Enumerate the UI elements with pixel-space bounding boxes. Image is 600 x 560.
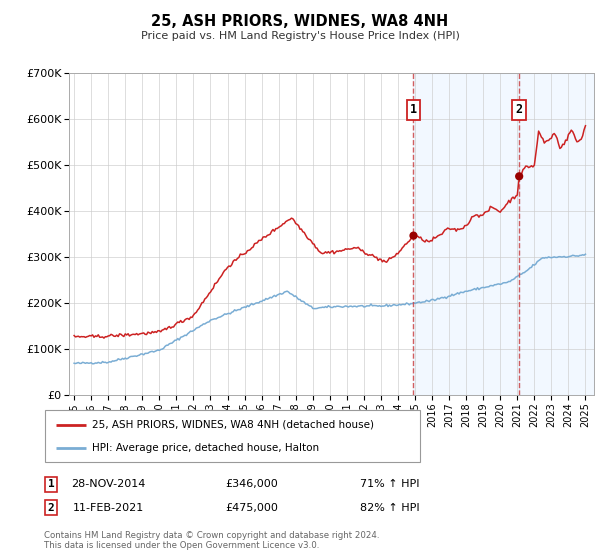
Text: HPI: Average price, detached house, Halton: HPI: Average price, detached house, Halt… <box>92 442 319 452</box>
Text: Contains HM Land Registry data © Crown copyright and database right 2024.
This d: Contains HM Land Registry data © Crown c… <box>44 531 379 550</box>
Bar <box>413 73 519 395</box>
Text: 1: 1 <box>410 104 417 116</box>
Bar <box>519 73 594 395</box>
Text: 1: 1 <box>47 479 55 489</box>
Text: 28-NOV-2014: 28-NOV-2014 <box>71 479 145 489</box>
Text: 25, ASH PRIORS, WIDNES, WA8 4NH: 25, ASH PRIORS, WIDNES, WA8 4NH <box>151 14 449 29</box>
Text: 2: 2 <box>515 104 523 116</box>
Text: 82% ↑ HPI: 82% ↑ HPI <box>360 503 419 513</box>
Point <box>514 172 524 181</box>
Text: £475,000: £475,000 <box>226 503 278 513</box>
Text: 2: 2 <box>47 503 55 513</box>
Text: Price paid vs. HM Land Registry's House Price Index (HPI): Price paid vs. HM Land Registry's House … <box>140 31 460 41</box>
Point <box>409 231 418 240</box>
Text: £346,000: £346,000 <box>226 479 278 489</box>
Text: 25, ASH PRIORS, WIDNES, WA8 4NH (detached house): 25, ASH PRIORS, WIDNES, WA8 4NH (detache… <box>92 420 374 430</box>
Text: 71% ↑ HPI: 71% ↑ HPI <box>360 479 419 489</box>
Text: 11-FEB-2021: 11-FEB-2021 <box>73 503 143 513</box>
